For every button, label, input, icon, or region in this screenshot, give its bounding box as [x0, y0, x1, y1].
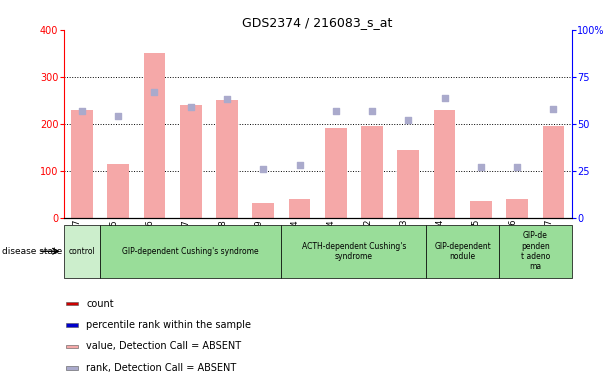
Bar	[398, 150, 419, 217]
Title: GDS2374 / 216083_s_at: GDS2374 / 216083_s_at	[243, 16, 393, 29]
Bar	[71, 110, 93, 218]
Bar	[100, 225, 282, 278]
Text: percentile rank within the sample: percentile rank within the sample	[86, 320, 251, 330]
Point	[331, 108, 340, 114]
Bar	[252, 203, 274, 217]
Bar	[361, 126, 383, 218]
Point	[404, 117, 413, 123]
Bar	[180, 105, 202, 218]
Point	[77, 108, 87, 114]
Bar	[108, 164, 129, 218]
Text: GIP-dependent Cushing's syndrome: GIP-dependent Cushing's syndrome	[122, 247, 259, 256]
Text: GIP-dependent
nodule: GIP-dependent nodule	[434, 242, 491, 261]
Bar	[470, 201, 492, 217]
Bar	[434, 110, 455, 218]
Point	[258, 166, 268, 172]
Point	[548, 106, 558, 112]
Text: rank, Detection Call = ABSENT: rank, Detection Call = ABSENT	[86, 363, 237, 373]
Point	[186, 104, 196, 110]
Text: GIP-de
penden
t adeno
ma: GIP-de penden t adeno ma	[520, 231, 550, 272]
Point	[367, 108, 377, 114]
Point	[513, 164, 522, 170]
Bar	[66, 345, 78, 348]
Bar	[66, 302, 78, 305]
Bar	[216, 100, 238, 218]
Bar	[66, 366, 78, 370]
Bar	[143, 54, 165, 217]
Bar	[542, 126, 564, 218]
Text: count: count	[86, 298, 114, 309]
Bar	[66, 323, 78, 327]
Bar	[64, 225, 100, 278]
Point	[476, 164, 486, 170]
Point	[150, 89, 159, 95]
Point	[222, 96, 232, 102]
Text: ACTH-dependent Cushing's
syndrome: ACTH-dependent Cushing's syndrome	[302, 242, 406, 261]
Bar	[426, 225, 499, 278]
Point	[440, 94, 449, 100]
Bar	[289, 199, 311, 217]
Text: value, Detection Call = ABSENT: value, Detection Call = ABSENT	[86, 342, 241, 351]
Bar	[506, 199, 528, 217]
Point	[113, 113, 123, 119]
Point	[295, 162, 305, 168]
Bar	[325, 128, 347, 217]
Text: control: control	[69, 247, 95, 256]
Bar	[282, 225, 426, 278]
Bar	[499, 225, 572, 278]
Text: disease state: disease state	[2, 247, 62, 256]
